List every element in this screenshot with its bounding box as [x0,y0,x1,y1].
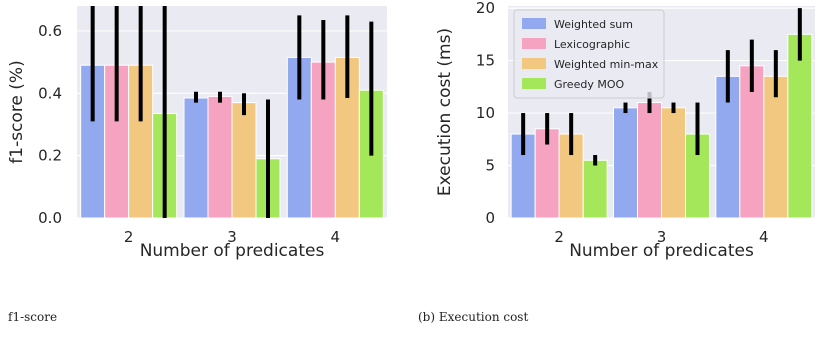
x-tick-label: 2 [554,228,564,246]
legend-swatch-greedy-moo [522,78,546,89]
legend-label-lexicographic: Lexicographic [554,38,630,51]
y-axis-label: f1-score (%) [7,60,27,163]
x-axis-label: Number of predicates [140,241,325,261]
bar-weighted-min-max-4 [763,75,789,219]
bar-weighted-sum-3 [183,97,209,219]
y-tick-label: 5 [485,157,495,175]
bar-weighted-sum-3 [613,107,638,219]
x-tick-label: 3 [227,228,237,246]
legend: Weighted sum Lexicographic Weighted min-ma… [513,9,665,99]
x-tick-label: 3 [657,228,667,246]
chart-f1-score: 0.0 0.2 0.4 0.6 2 3 4 Number of predicates f1-sc… [7,6,387,261]
x-tick-label: 4 [759,228,769,246]
legend-box [513,9,665,99]
bar-lexicographic-3 [207,95,233,219]
legend-swatch-lexicographic [522,38,546,49]
y-tick-label: 10 [476,104,495,122]
y-tick-label: 0.2 [38,147,62,165]
x-axis-label: Number of predicates [569,241,754,261]
legend-swatch-weighted-min-max [522,58,546,69]
bar-weighted-min-max-3 [231,102,257,219]
chart-execution-cost: 0 5 10 15 20 2 3 4 Number of predicates Execution… [435,0,815,261]
bar-lexicographic-3 [637,102,662,219]
caption-right: (b) Execution cost [418,310,529,324]
y-tick-label: 0 [485,209,495,227]
x-tick-label: 2 [124,228,134,246]
y-tick-label: 0.6 [38,22,62,40]
y-tick-label: 0.4 [38,84,62,102]
y-tick-label: 20 [476,0,495,17]
x-tick-label: 4 [331,228,341,246]
legend-label-greedy-moo: Greedy MOO [554,78,624,91]
y-axis-label: Execution cost (ms) [435,28,455,196]
bar-weighted-min-max-3 [661,107,686,219]
bar-greedy-moo-4 [787,33,813,219]
legend-label-weighted-min-max: Weighted min-max [554,58,659,71]
bar-greedy-moo-2 [582,159,608,219]
y-tick-label: 15 [476,52,495,70]
caption-left: f1-score [8,310,58,324]
y-tick-label: 0.0 [38,209,62,227]
legend-label-weighted-sum: Weighted sum [554,18,633,31]
legend-swatch-weighted-sum [522,18,546,29]
